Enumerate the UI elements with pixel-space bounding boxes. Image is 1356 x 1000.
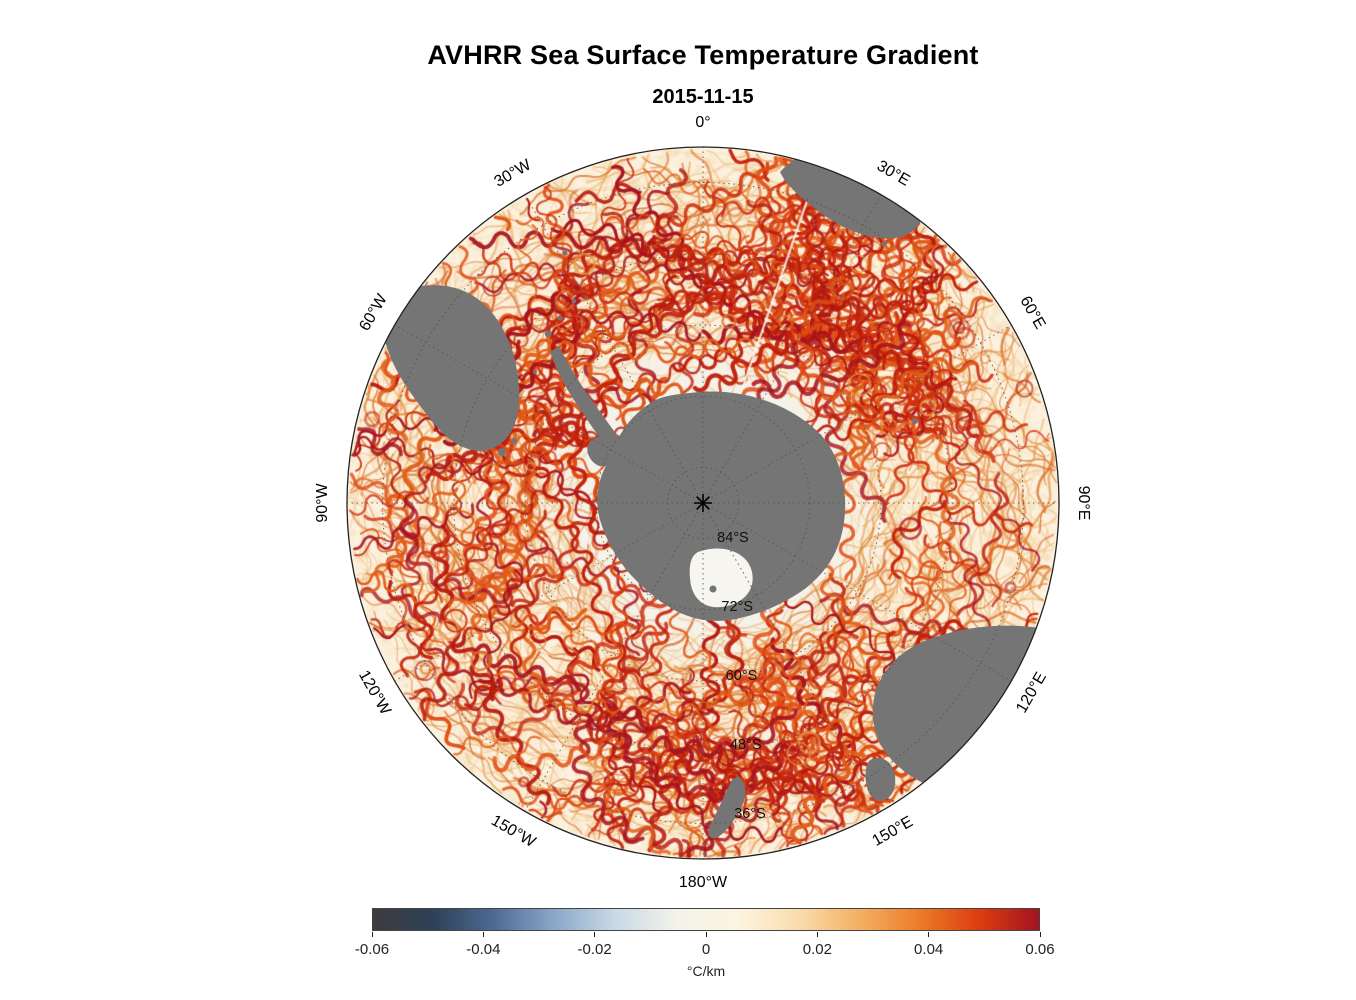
ross-ice-shelf [689,548,753,608]
colorbar-tick-label: 0.02 [802,941,832,958]
colorbar-tick [816,932,818,937]
island [709,585,717,593]
latitude-label: 36°S [734,805,766,822]
island [544,330,552,338]
new-zealand-landmass [708,776,746,839]
island [533,370,537,374]
colorbar-tick-label: 0.04 [914,941,944,958]
latitude-gridline [595,395,811,611]
longitude-label: 90°W [314,483,331,523]
colorbar-tick [482,932,484,937]
latitude-label: 72°S [721,598,754,615]
island [912,418,918,424]
island [562,250,568,256]
antarctic-peninsula-landmass [550,346,626,454]
colorbar-tick-label: 0 [701,941,711,958]
longitude-label: 0° [695,114,711,131]
longitude-label: 180°W [678,874,728,891]
colorbar-tick-label: -0.04 [466,941,501,958]
latitude-gridline [524,324,882,682]
latitude-label: 84°S [717,529,749,546]
graticule-layer [347,147,1059,859]
colorbar-tick-label: -0.02 [577,941,612,958]
southern-africa-landmass [780,147,924,239]
colorbar-unit-label: °C/km [686,963,726,979]
colorbar-tick [928,932,930,937]
colorbar [372,908,1040,931]
colorbar-tick-label: -0.06 [354,941,390,958]
island [511,438,517,444]
tasmania-landmass [865,757,896,801]
colorbar-tick-label: 0.06 [1025,941,1055,958]
island [571,298,577,304]
island [498,448,506,456]
longitude-label: 90°E [1075,485,1092,521]
south-america-landmass [379,285,520,451]
south-pole-marker-icon [694,494,712,512]
latitude-label: 48°S [729,736,762,753]
antarctica-landmass [587,391,846,621]
colorbar-tick [371,932,373,937]
colorbar-tick [594,932,596,937]
latitude-gridline [453,253,953,753]
land-layer [379,147,1059,839]
colorbar-tick [1039,932,1041,937]
island [881,241,887,247]
colorbar-tick [705,932,707,937]
latitude-label: 60°S [725,667,758,684]
island [557,315,563,321]
map-boundary-circle [346,146,1060,860]
